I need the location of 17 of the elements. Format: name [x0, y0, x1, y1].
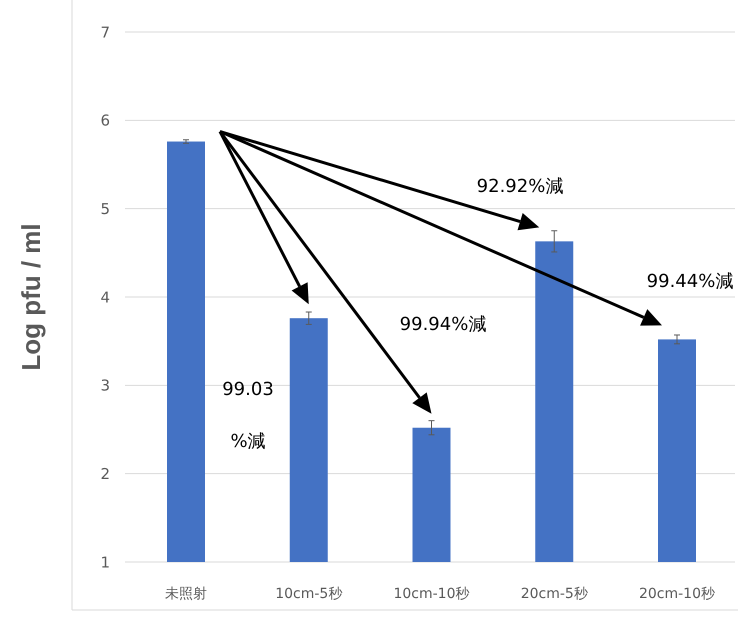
- annotation: 99.44%減: [646, 271, 734, 292]
- y-tick-label: 1: [100, 553, 110, 572]
- x-tick-label: 20cm-5秒: [520, 586, 588, 602]
- y-tick-label: 2: [100, 464, 110, 483]
- y-tick-label: 4: [100, 288, 110, 306]
- y-tick-label: 6: [100, 112, 110, 130]
- y-tick-label: 3: [100, 376, 110, 395]
- annotation: 99.94%減: [400, 314, 486, 335]
- x-tick-label: 10cm-5秒: [275, 586, 342, 602]
- x-tick-label: 10cm-10秒: [393, 586, 470, 602]
- x-tick-label: 20cm-10秒: [638, 586, 716, 602]
- text: 99.03 %減: [222, 379, 274, 452]
- y-axis-title: Log pfu / ml: [16, 223, 46, 371]
- x-tick-label: 未照射: [165, 586, 207, 602]
- y-tick-label: 7: [100, 23, 110, 42]
- y-tick-label: 5: [100, 200, 110, 218]
- annotation: 92.92%減: [476, 176, 564, 197]
